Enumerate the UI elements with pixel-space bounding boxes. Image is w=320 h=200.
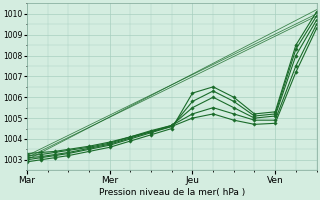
X-axis label: Pression niveau de la mer( hPa ): Pression niveau de la mer( hPa )	[99, 188, 245, 197]
